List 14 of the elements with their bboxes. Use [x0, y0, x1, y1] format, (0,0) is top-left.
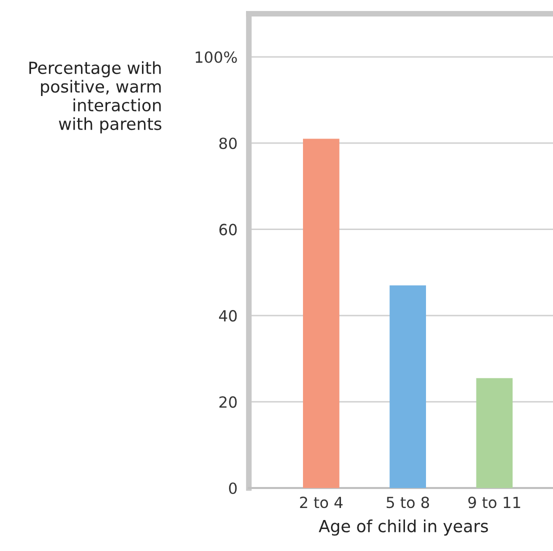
x-axis-title: Age of child in years [318, 519, 488, 536]
y-tick-label: 100% [196, 51, 237, 63]
y-tick-label: 80 [219, 138, 237, 150]
bar [390, 285, 426, 488]
x-tick-label: 9 to 11 [468, 496, 520, 508]
y-tick-label: 60 [219, 224, 237, 236]
y-tick-label: 0 [229, 482, 237, 494]
y-tick-label: 40 [219, 310, 237, 322]
x-tick-label: 5 to 8 [386, 496, 430, 508]
bar [476, 378, 513, 488]
y-tick-label: 20 [219, 396, 237, 408]
bar [302, 138, 340, 488]
y-axis-title: Percentage with positive, warm interaction with parents [29, 61, 162, 134]
x-tick-label: 2 to 4 [300, 496, 343, 508]
